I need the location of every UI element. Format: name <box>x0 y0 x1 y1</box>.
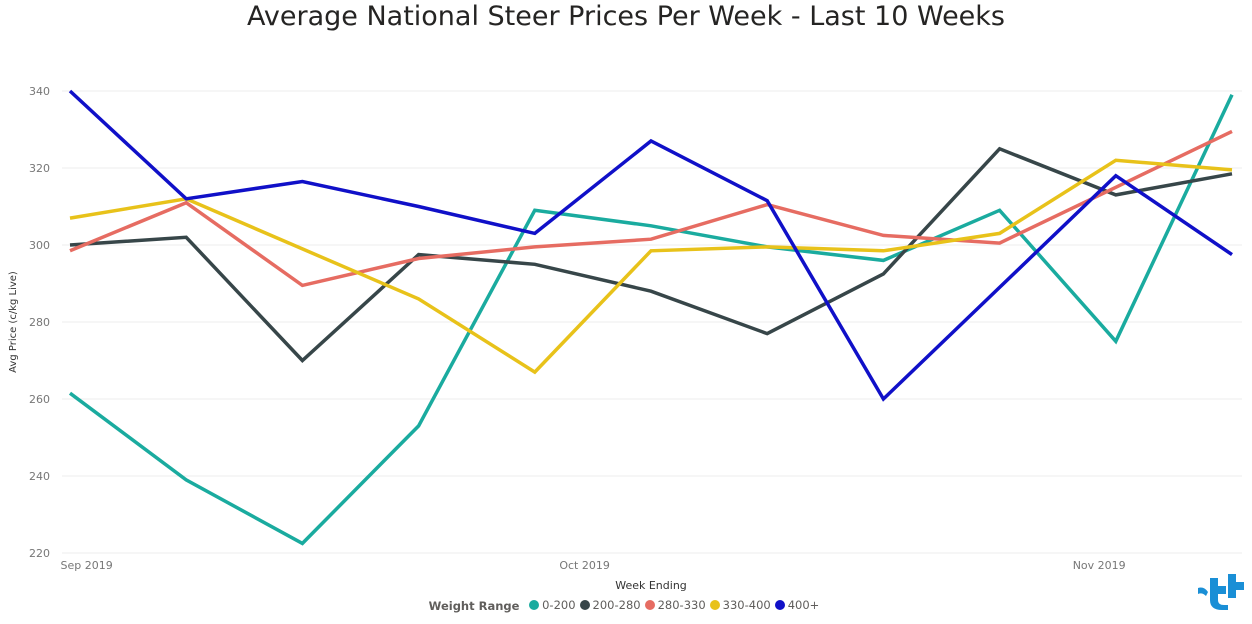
legend-label: 200-280 <box>592 598 641 612</box>
legend-swatch <box>709 600 720 610</box>
legend-item[interactable]: 280-330 <box>644 598 706 612</box>
x-tick-label: Nov 2019 <box>1073 559 1126 572</box>
legend-item[interactable]: 400+ <box>774 598 820 612</box>
x-axis-title: Week Ending <box>615 579 687 592</box>
legend-label: 330-400 <box>722 598 771 612</box>
legend-item[interactable]: 0-200 <box>529 598 576 612</box>
legend-label: 400+ <box>787 598 820 612</box>
legend-swatch <box>644 600 655 610</box>
chart-title: Average National Steer Prices Per Week -… <box>247 1 1005 32</box>
legend-item[interactable]: 330-400 <box>709 598 771 612</box>
x-tick-label: Oct 2019 <box>559 559 610 572</box>
legend-title: Weight Range <box>428 599 520 613</box>
series-line-280-330 <box>69 129 1233 288</box>
y-axis-title: Avg Price (c/kg Live) <box>8 271 19 373</box>
legend-swatch <box>774 600 785 610</box>
legend-swatch <box>529 600 540 610</box>
brand-logo-icon <box>1198 574 1244 610</box>
series-line-0-200 <box>68 94 1234 546</box>
legend-label: 280-330 <box>657 598 706 612</box>
x-tick-label: Sep 2019 <box>60 559 112 572</box>
y-tick-label: 340 <box>29 85 50 98</box>
y-tick-label: 220 <box>29 547 50 560</box>
legend-swatch <box>579 600 590 610</box>
y-tick-label: 300 <box>29 239 50 252</box>
legend: Weight Range 0-200 200-280 280-330 330-400 4… <box>0 598 1252 613</box>
y-tick-label: 260 <box>29 393 50 406</box>
series-line-200-280 <box>69 146 1233 363</box>
y-tick-label: 240 <box>29 470 50 483</box>
y-tick-label: 280 <box>29 316 50 329</box>
series-line-400+ <box>68 89 1233 402</box>
legend-item[interactable]: 200-280 <box>579 598 641 612</box>
series-line-330-400 <box>69 158 1233 375</box>
legend-label: 0-200 <box>542 598 576 612</box>
y-tick-label: 320 <box>29 162 50 175</box>
